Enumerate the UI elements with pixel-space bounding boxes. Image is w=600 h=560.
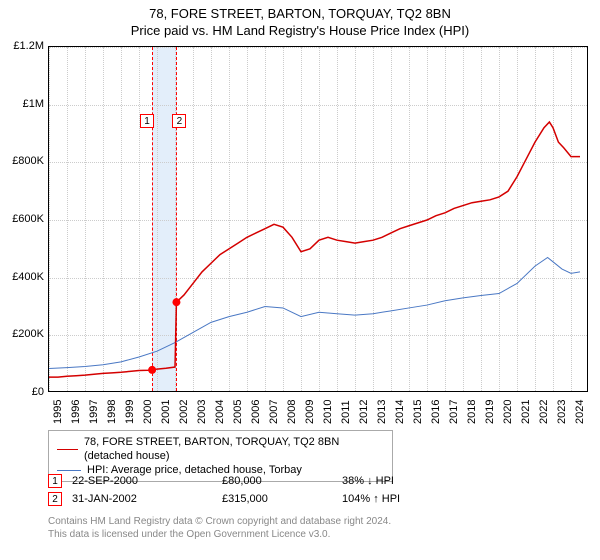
price-point: [172, 298, 180, 306]
footer-line-2: This data is licensed under the Open Gov…: [48, 528, 391, 541]
x-tick-label: 2020: [502, 400, 514, 424]
legend-label: 78, FORE STREET, BARTON, TORQUAY, TQ2 8B…: [84, 435, 384, 463]
info-price: £315,000: [222, 493, 332, 505]
info-date: 22-SEP-2000: [72, 475, 212, 487]
x-tick-label: 2009: [304, 400, 316, 424]
y-tick-label: £1M: [4, 98, 44, 110]
x-tick-label: 1995: [52, 400, 64, 424]
footer-attribution: Contains HM Land Registry data © Crown c…: [48, 515, 391, 541]
legend-swatch: [57, 449, 78, 450]
chart-title: 78, FORE STREET, BARTON, TORQUAY, TQ2 8B…: [0, 0, 600, 21]
event-marker-1: 1: [140, 114, 154, 128]
x-tick-label: 1996: [70, 400, 82, 424]
x-tick-label: 2017: [448, 400, 460, 424]
x-tick-label: 2023: [556, 400, 568, 424]
y-tick-label: £200K: [4, 328, 44, 340]
x-tick-label: 2014: [394, 400, 406, 424]
x-tick-label: 2018: [466, 400, 478, 424]
y-tick-label: £600K: [4, 213, 44, 225]
y-tick-label: £800K: [4, 155, 44, 167]
info-pct: 38% ↓ HPI: [342, 475, 442, 487]
chart-subtitle: Price paid vs. HM Land Registry's House …: [0, 21, 600, 38]
legend-swatch: [57, 470, 81, 471]
x-tick-label: 2013: [376, 400, 388, 424]
info-row: 1 22-SEP-2000 £80,000 38% ↓ HPI: [48, 472, 442, 490]
x-tick-label: 2015: [412, 400, 424, 424]
x-tick-label: 2011: [340, 400, 352, 424]
x-tick-label: 2006: [250, 400, 262, 424]
x-tick-label: 2016: [430, 400, 442, 424]
x-tick-label: 2021: [520, 400, 532, 424]
price-point: [148, 366, 156, 374]
x-tick-label: 2001: [160, 400, 172, 424]
y-tick-label: £400K: [4, 271, 44, 283]
event-marker-2: 2: [172, 114, 186, 128]
info-row: 2 31-JAN-2002 £315,000 104% ↑ HPI: [48, 490, 442, 508]
x-tick-label: 2003: [196, 400, 208, 424]
x-tick-label: 1999: [124, 400, 136, 424]
info-marker: 2: [48, 492, 62, 506]
x-tick-label: 2012: [358, 400, 370, 424]
series-price_paid: [49, 122, 580, 377]
x-tick-label: 2004: [214, 400, 226, 424]
x-tick-label: 1997: [88, 400, 100, 424]
x-tick-label: 2010: [322, 400, 334, 424]
x-tick-label: 2007: [268, 400, 280, 424]
y-tick-label: £0: [4, 386, 44, 398]
y-tick-label: £1.2M: [4, 40, 44, 52]
x-tick-label: 2002: [178, 400, 190, 424]
x-tick-label: 1998: [106, 400, 118, 424]
legend-item: 78, FORE STREET, BARTON, TORQUAY, TQ2 8B…: [57, 435, 384, 463]
x-tick-label: 2008: [286, 400, 298, 424]
info-pct: 104% ↑ HPI: [342, 493, 442, 505]
info-marker: 1: [48, 474, 62, 488]
footer-line-1: Contains HM Land Registry data © Crown c…: [48, 515, 391, 528]
plot-svg: [49, 47, 589, 393]
x-tick-label: 2024: [574, 400, 586, 424]
info-table: 1 22-SEP-2000 £80,000 38% ↓ HPI 2 31-JAN-2002…: [48, 472, 442, 508]
chart-plot-area: [48, 46, 588, 392]
x-tick-label: 2000: [142, 400, 154, 424]
x-tick-label: 2005: [232, 400, 244, 424]
series-hpi: [49, 257, 580, 368]
x-tick-label: 2022: [538, 400, 550, 424]
info-price: £80,000: [222, 475, 332, 487]
x-tick-label: 2019: [484, 400, 496, 424]
info-date: 31-JAN-2002: [72, 493, 212, 505]
